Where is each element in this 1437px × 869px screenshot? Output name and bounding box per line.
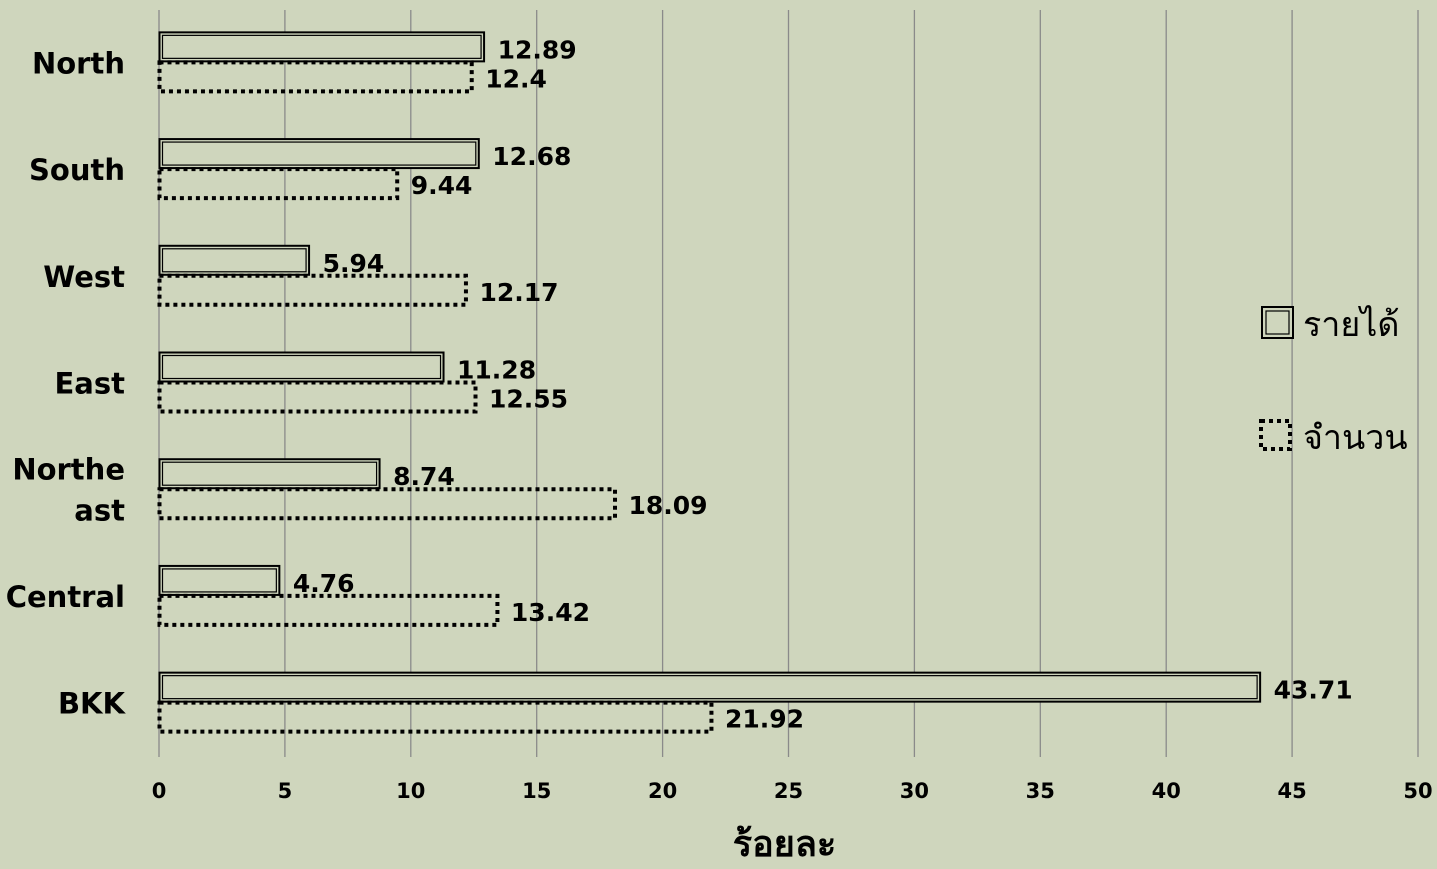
x-tick-label: 0 [152, 779, 167, 803]
data-label-series-2: 12.17 [479, 278, 558, 307]
legend-swatch-series-1 [1261, 306, 1294, 339]
bar-series-2 [157, 60, 474, 94]
data-label-series-2: 21.92 [725, 705, 804, 734]
bar-series-1-inner [161, 354, 442, 380]
bar-series-1 [158, 351, 445, 383]
x-tick-label: 50 [1403, 779, 1432, 803]
bar-series-1-inner [161, 248, 307, 273]
bar-series-2 [157, 380, 478, 414]
legend-label-series-1: รายได้ [1303, 305, 1399, 345]
bar-series-2 [157, 593, 500, 627]
x-axis-title: ร้อยละ [733, 824, 836, 865]
category-label: West [43, 260, 125, 294]
x-tick-label: 5 [278, 779, 293, 803]
bar-series-2 [157, 273, 468, 307]
category-label: South [29, 153, 125, 187]
category-label: BKK [58, 687, 127, 721]
data-label-series-2: 9.44 [411, 171, 473, 200]
bar-series-1-inner [161, 568, 277, 593]
bar-series-1 [158, 671, 1262, 703]
bar-series-2 [157, 167, 400, 201]
bar-series-1-inner [161, 34, 482, 59]
data-label-series-2: 12.55 [489, 385, 568, 414]
bar-series-1 [158, 244, 311, 276]
bar-series-1-inner [161, 675, 1258, 700]
data-label-series-1: 4.76 [293, 569, 355, 598]
bar-series-1 [158, 564, 281, 596]
bar-series-2 [157, 487, 618, 521]
category-label: North [32, 46, 125, 80]
legend-swatch-series-2 [1259, 419, 1292, 451]
category-label: Central [6, 580, 125, 614]
category-label: ast [74, 494, 125, 528]
data-label-series-2: 13.42 [511, 598, 590, 627]
bar-series-1 [158, 31, 486, 63]
bar-series-1-inner [161, 141, 477, 166]
data-label-series-2: 12.4 [485, 64, 547, 93]
legend-label-series-2: จำนวน [1303, 418, 1408, 458]
x-tick-label: 15 [522, 779, 551, 803]
x-tick-label: 45 [1277, 779, 1306, 803]
data-label-series-1: 12.89 [498, 35, 577, 64]
bar-series-2 [157, 700, 714, 734]
data-label-series-2: 18.09 [629, 491, 708, 520]
data-label-series-1: 12.68 [492, 142, 571, 171]
x-tick-label: 10 [396, 779, 425, 803]
x-tick-label: 35 [1026, 779, 1055, 803]
x-tick-label: 20 [648, 779, 677, 803]
data-label-series-1: 11.28 [457, 356, 536, 385]
x-tick-label: 40 [1152, 779, 1181, 803]
category-label: Northe [12, 453, 125, 487]
data-label-series-1: 5.94 [323, 249, 385, 278]
bar-series-1-inner [161, 461, 378, 486]
bar-series-1 [158, 138, 480, 170]
data-label-series-1: 8.74 [393, 462, 455, 491]
data-label-series-1: 43.71 [1274, 676, 1353, 705]
x-tick-label: 30 [900, 779, 929, 803]
category-label: East [54, 367, 125, 401]
x-tick-label: 25 [774, 779, 803, 803]
bar-series-1 [158, 458, 381, 490]
legend-swatch-series-1-inner [1265, 310, 1290, 335]
